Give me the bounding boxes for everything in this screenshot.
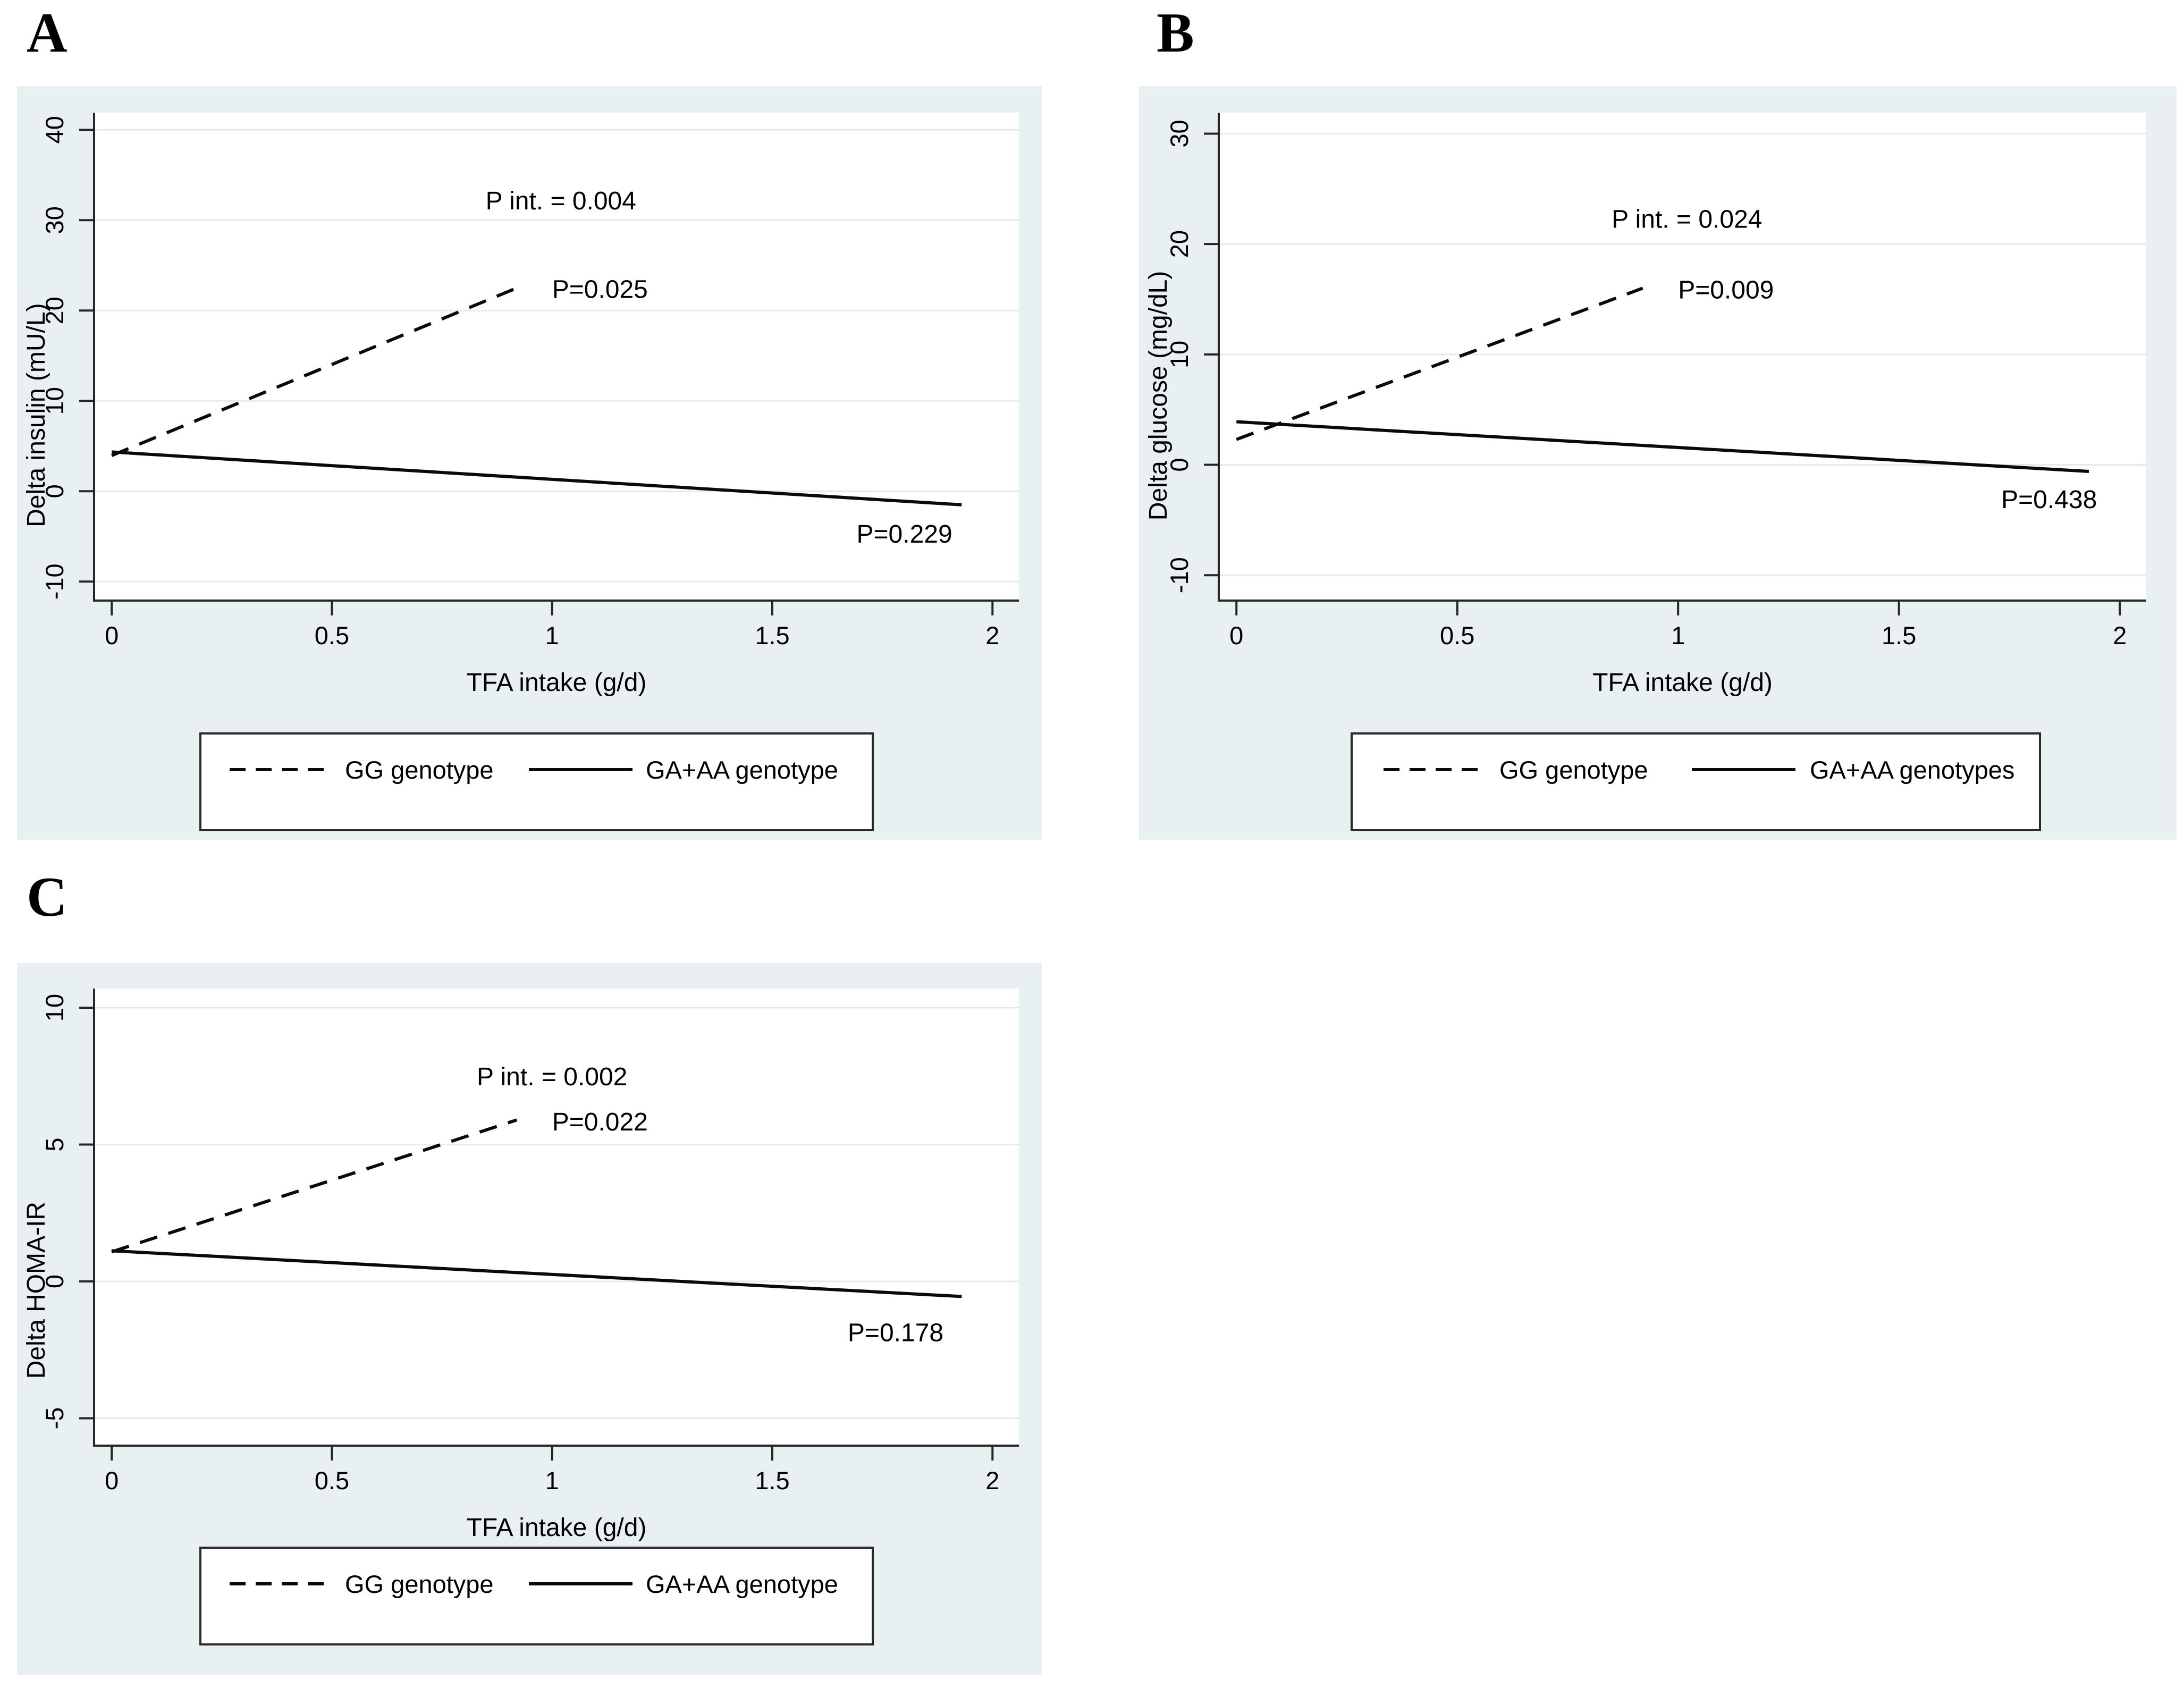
legend-box — [199, 732, 874, 831]
panel-letter-c: C — [27, 866, 68, 928]
y-tick-label: 0 — [40, 484, 69, 498]
x-tick-label: 1 — [545, 1466, 559, 1495]
y-tick-label: 30 — [40, 206, 69, 234]
chart-panel-delta-insulin: -10 0 10 20 30 40 0 0.5 1 1.5 2 P int. = 0.004 P=0.0… — [17, 86, 1042, 840]
chart-svg-B: -10 0 10 20 30 0 0.5 1 1.5 2 P int. = 0.024 P=0.009… — [1144, 113, 2146, 831]
annotation-2: P=0.229 — [856, 520, 952, 548]
chart-svg-A: -10 0 10 20 30 40 0 0.5 1 1.5 2 P int. = 0.004 P=0.0… — [22, 113, 1019, 831]
plot-area — [94, 113, 1019, 601]
x-tick-label: 1.5 — [1882, 621, 1916, 649]
y-tick-label: 10 — [40, 994, 69, 1022]
y-tick-label: -10 — [1165, 557, 1193, 593]
series-line-gaaa-solid — [111, 1249, 962, 1298]
x-tick-label: 1 — [545, 621, 559, 649]
x-tick-label: 1 — [1671, 621, 1685, 649]
legend-label-gaaa: GA+AA genotype — [646, 1570, 838, 1598]
plot-area — [1219, 113, 2146, 601]
legend-box — [1351, 732, 2041, 831]
y-tick-label: 20 — [1165, 230, 1193, 258]
x-tick-label: 2 — [985, 621, 999, 649]
y-axis-title: Delta glucose (mg/dL) — [1144, 271, 1173, 521]
annotation-2: P=0.438 — [2001, 486, 2097, 514]
x-tick-label: 0.5 — [1440, 621, 1474, 649]
legend-box — [199, 1547, 874, 1645]
chart-panel-delta-homa-ir: -5 0 5 10 0 0.5 1 1.5 2 P int. = 0.002 P=0.022 P=0.… — [17, 963, 1042, 1675]
x-axis-title: TFA intake (g/d) — [1592, 669, 1773, 697]
panel-letter-b: B — [1157, 2, 1194, 64]
y-tick-label: 20 — [40, 297, 69, 324]
y-tick-label: 30 — [1165, 120, 1193, 147]
annotation-2: P=0.178 — [848, 1319, 943, 1347]
panel-letter-a: A — [27, 2, 68, 64]
y-tick-label: 40 — [40, 116, 69, 144]
x-tick-label: 1.5 — [755, 1466, 789, 1495]
y-tick-label: 0 — [1165, 458, 1193, 471]
annotation-1: P=0.025 — [552, 276, 648, 304]
legend-label-gg: GG genotype — [1499, 756, 1648, 784]
x-tick-label: 2 — [2113, 621, 2127, 649]
series-line-gg-dashed — [111, 1118, 518, 1254]
legend-label-gaaa: GA+AA genotype — [646, 756, 838, 784]
x-tick-label: 0 — [105, 621, 119, 649]
y-tick-label: -5 — [40, 1407, 69, 1430]
x-tick-label: 1.5 — [755, 621, 789, 649]
y-tick-label: 5 — [40, 1137, 69, 1151]
x-tick-label: 0 — [105, 1466, 119, 1495]
x-tick-label: 0.5 — [315, 621, 349, 649]
legend-label-gaaa: GA+AA genotypes — [1810, 756, 2014, 784]
y-axis-title: Delta HOMA-IR — [22, 1202, 50, 1379]
series-line-gaaa-solid — [1236, 420, 2089, 473]
legend-label-gg: GG genotype — [345, 756, 494, 784]
annotation-1: P=0.022 — [552, 1108, 648, 1136]
y-tick-label: -10 — [40, 563, 69, 600]
annotation-0: P int. = 0.024 — [1612, 205, 1762, 233]
legend-label-gg: GG genotype — [345, 1570, 494, 1598]
annotation-0: P int. = 0.004 — [486, 187, 636, 215]
plot-area — [94, 989, 1019, 1446]
annotation-0: P int. = 0.002 — [477, 1063, 627, 1091]
series-line-gaaa-solid — [111, 450, 962, 507]
x-axis-title: TFA intake (g/d) — [467, 1514, 647, 1542]
y-tick-label: 10 — [1165, 341, 1193, 368]
series-line-gg-dashed — [111, 286, 518, 457]
x-axis-title: TFA intake (g/d) — [467, 669, 647, 697]
x-tick-label: 0 — [1229, 621, 1243, 649]
chart-panel-delta-glucose: -10 0 10 20 30 0 0.5 1 1.5 2 P int. = 0.024 P=0.009… — [1139, 86, 2177, 840]
y-axis-title: Delta insulin (mU/L) — [22, 303, 50, 527]
series-line-gg-dashed — [1236, 286, 1643, 441]
x-tick-label: 2 — [985, 1466, 999, 1495]
y-tick-label: 10 — [40, 387, 69, 415]
chart-svg-C: -5 0 5 10 0 0.5 1 1.5 2 P int. = 0.002 P=0.022 P=0.… — [22, 989, 1019, 1645]
x-tick-label: 0.5 — [315, 1466, 349, 1495]
annotation-1: P=0.009 — [1678, 276, 1774, 304]
y-tick-label: 0 — [40, 1275, 69, 1288]
